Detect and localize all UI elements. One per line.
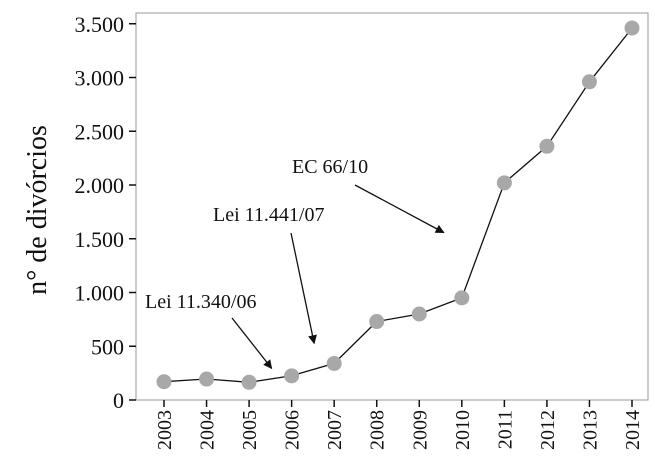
data-point [496, 175, 512, 191]
x-tick-label: 2003 [154, 410, 176, 450]
y-tick-label: 3.000 [75, 66, 125, 91]
annotation-label: Lei 11.441/07 [213, 204, 324, 226]
x-tick-label: 2011 [494, 410, 516, 449]
y-tick-label: 1.500 [75, 227, 125, 252]
x-tick-label: 2013 [579, 410, 601, 450]
data-point [284, 368, 300, 384]
plot-area [135, 12, 649, 401]
x-tick-label: 2008 [367, 410, 389, 450]
data-point [539, 138, 555, 154]
data-point [156, 374, 172, 390]
y-axis-title: n° de divórcios [22, 125, 53, 295]
data-point [411, 306, 427, 322]
data-point [369, 314, 385, 330]
data-point [581, 74, 597, 90]
data-point [624, 20, 640, 36]
x-tick-label: 2005 [239, 410, 261, 450]
x-tick-label: 2004 [197, 410, 219, 450]
y-tick-label: 2.500 [75, 119, 125, 144]
y-tick-label: 0 [113, 388, 124, 413]
y-tick-label: 1.000 [75, 281, 125, 306]
x-tick-label: 2007 [324, 410, 346, 450]
plot-border [135, 12, 649, 401]
annotation-arrow [354, 184, 445, 234]
x-axis: 2003 2004 2005 2006 2007 2008 2009 2010 2011 2012… [154, 400, 644, 450]
x-tick-label: 2009 [409, 410, 431, 450]
annotation-arrow [231, 317, 273, 370]
annotation-label: EC 66/10 [292, 156, 368, 178]
data-point [326, 355, 342, 371]
x-tick-label: 2006 [282, 410, 304, 450]
x-tick-label: 2010 [452, 410, 474, 450]
y-tick-label: 500 [91, 334, 124, 359]
data-point [454, 290, 470, 306]
data-point [199, 371, 215, 387]
annotations: Lei 11.340/06 Lei 11.441/07 EC 66/10 [145, 156, 445, 370]
y-tick-label: 3.500 [75, 12, 125, 37]
annotation-arrow [290, 232, 317, 345]
x-tick-label: 2012 [537, 410, 559, 450]
x-tick-label: 2014 [622, 410, 644, 450]
y-tick-label: 2.000 [75, 173, 125, 198]
data-points [156, 20, 640, 390]
data-point [241, 374, 257, 390]
y-axis: 0 500 1.000 1.500 2.000 2.500 3.000 3.500 [75, 12, 136, 413]
annotation-label: Lei 11.340/06 [145, 291, 256, 313]
